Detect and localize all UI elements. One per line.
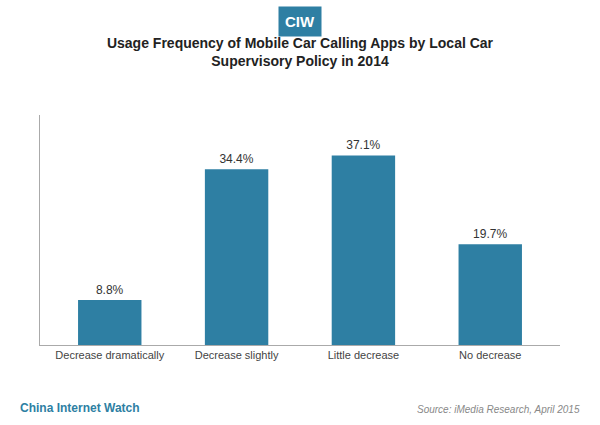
svg-text:Decrease slightly: Decrease slightly [195, 349, 279, 361]
svg-text:China Internet Watch: China Internet Watch [20, 401, 140, 415]
svg-text:19.7%: 19.7% [473, 227, 507, 241]
svg-text:No decrease: No decrease [459, 349, 521, 361]
svg-text:34.4%: 34.4% [219, 152, 253, 166]
svg-text:8.8%: 8.8% [96, 283, 124, 297]
svg-text:37.1%: 37.1% [346, 138, 380, 152]
svg-text:CIW: CIW [285, 13, 315, 30]
svg-text:Little decrease: Little decrease [328, 349, 400, 361]
svg-text:Usage Frequency of Mobile Car: Usage Frequency of Mobile Car Calling Ap… [107, 35, 494, 69]
svg-text:Decrease dramatically: Decrease dramatically [55, 349, 164, 361]
svg-text:Source: iMedia Research, April: Source: iMedia Research, April 2015 [417, 404, 580, 415]
